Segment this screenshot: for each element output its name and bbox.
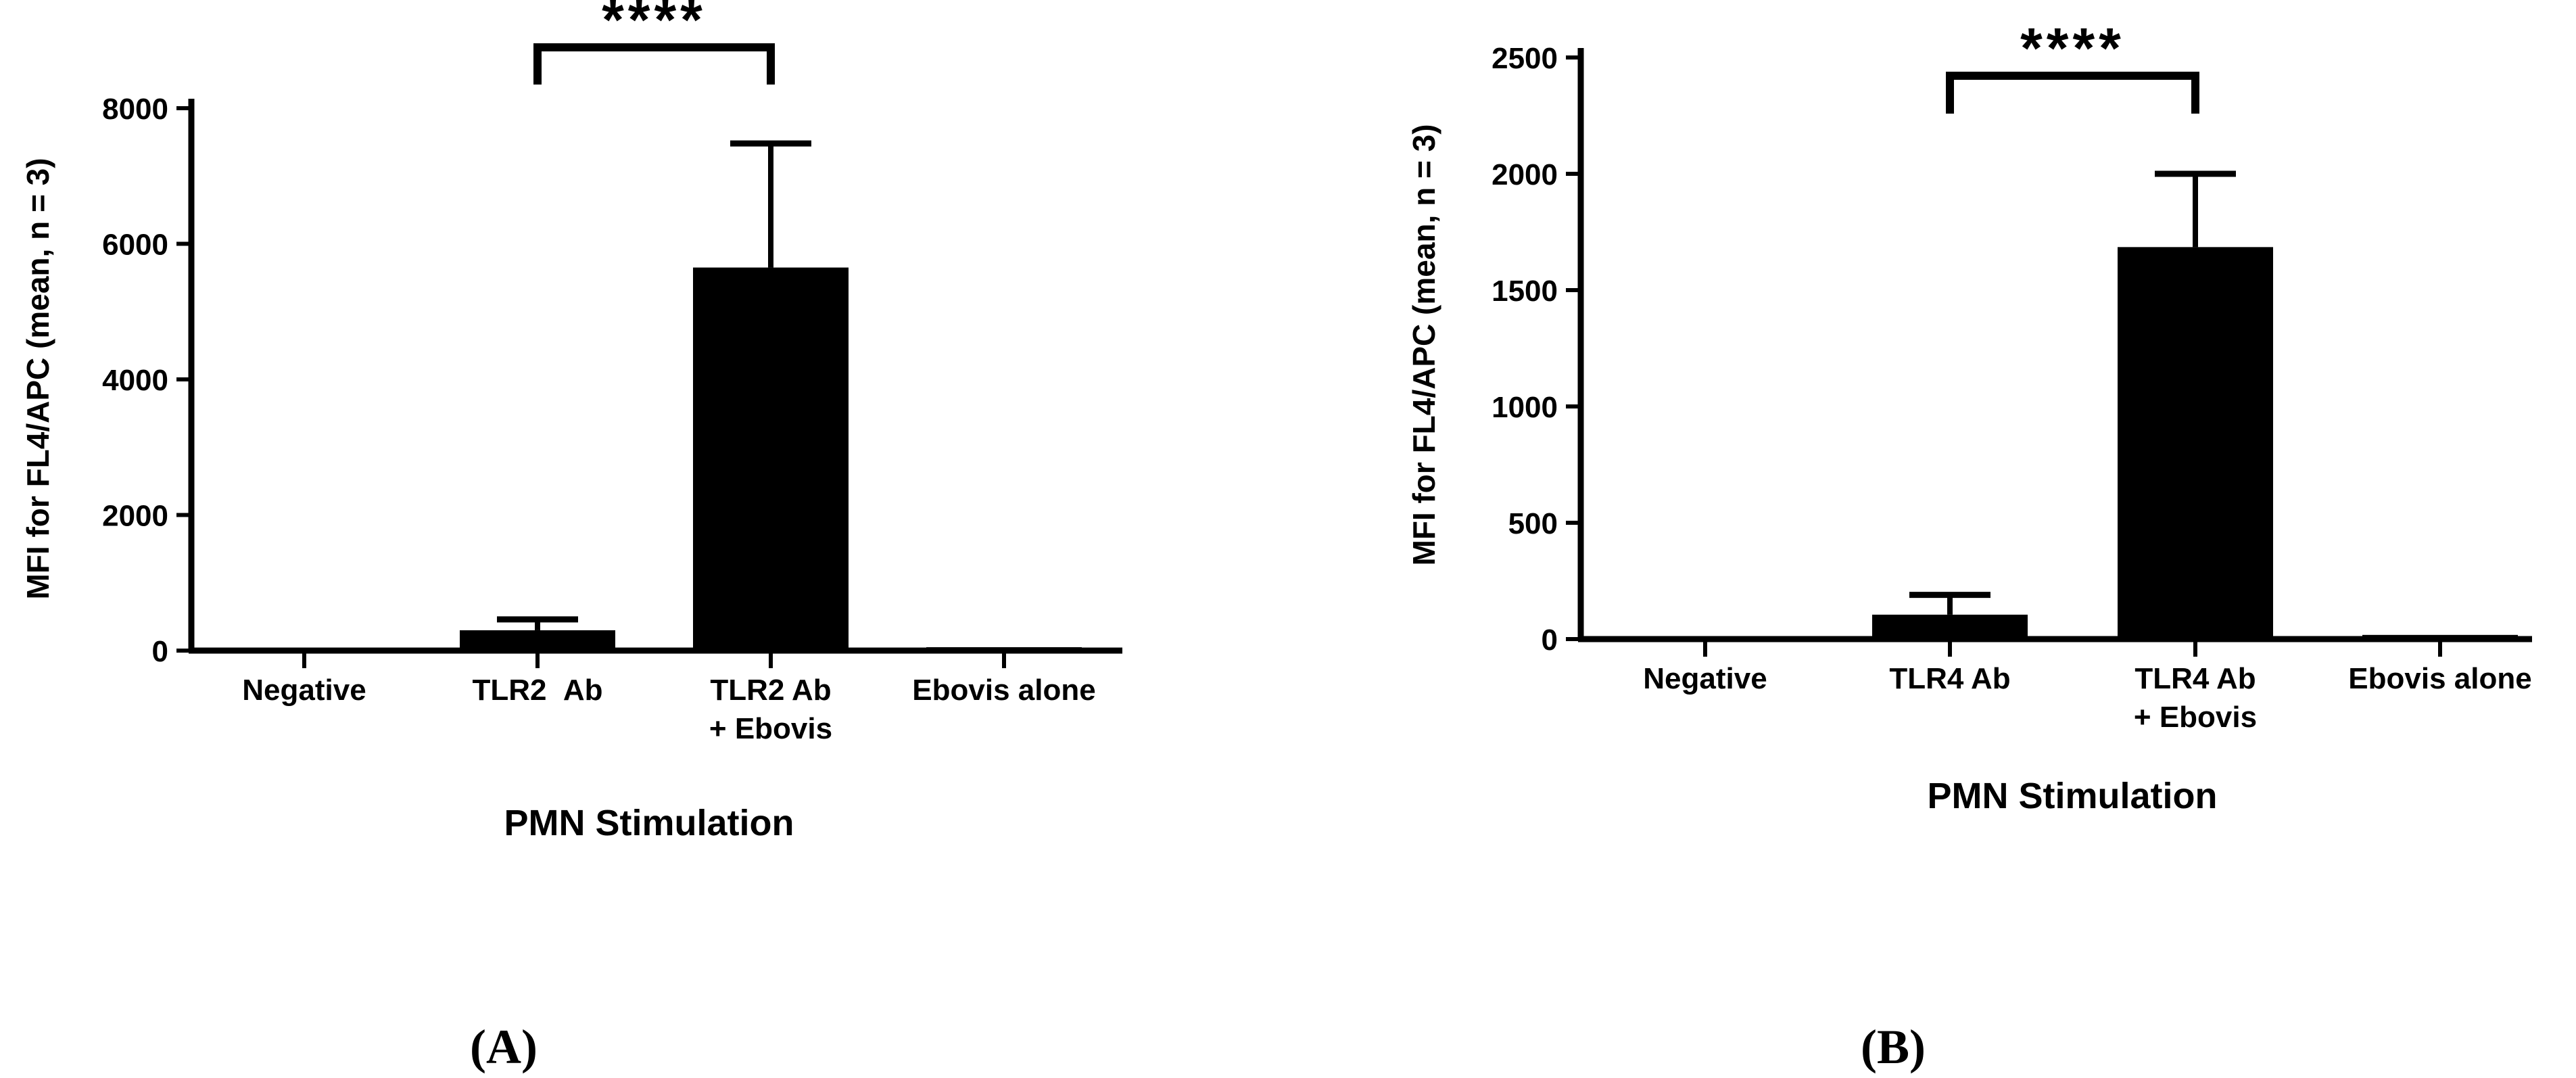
category-label: TLR4 Ab — [1889, 662, 2010, 695]
y-tick-label: 2000 — [102, 500, 168, 533]
significance-stars: **** — [602, 0, 707, 51]
category-label: Ebovis alone — [912, 674, 1095, 707]
y-axis-title: MFI for FL4/APC (mean, n = 3) — [20, 158, 55, 599]
category-label: TLR2 Ab — [710, 674, 831, 707]
y-tick-label: 1000 — [1492, 391, 1558, 424]
category-label: Negative — [242, 674, 366, 707]
significance-bracket — [1946, 72, 2199, 114]
category-label: + Ebovis — [709, 712, 832, 745]
y-tick-label: 2000 — [1492, 158, 1558, 191]
category-label: TLR4 Ab — [2134, 662, 2256, 695]
bar — [460, 630, 615, 651]
panel-letter: (B) — [1861, 1020, 1926, 1074]
panel-a: 0 2000 4000 6000 8000 MFI for FL4/APC (mean, … — [20, 0, 1122, 1074]
bar — [1872, 614, 2028, 639]
y-axis-title: MFI for FL4/APC (mean, n = 3) — [1406, 124, 1441, 565]
panel-letter: (A) — [470, 1020, 538, 1074]
bar — [2362, 634, 2518, 639]
y-tick-label: 0 — [1542, 624, 1558, 657]
y-tick-label: 1500 — [1492, 275, 1558, 308]
y-tick-label: 8000 — [102, 93, 168, 126]
x-axis-title: PMN Stimulation — [504, 803, 794, 843]
bar — [926, 647, 1082, 651]
significance-stars: **** — [2020, 16, 2125, 80]
y-tick-label: 2500 — [1492, 42, 1558, 75]
y-tick-label: 0 — [152, 635, 168, 668]
panel-b: 0 500 1000 1500 2000 2500 MFI for FL4/APC (mea… — [1406, 16, 2532, 1074]
bar — [2118, 247, 2273, 639]
y-tick-label: 500 — [1508, 507, 1558, 540]
bar — [693, 267, 849, 651]
significance-bracket — [533, 43, 775, 85]
category-label: + Ebovis — [2134, 701, 2257, 734]
category-label: Negative — [1643, 662, 1767, 695]
category-label: Ebovis alone — [2348, 662, 2531, 695]
y-tick-label: 6000 — [102, 229, 168, 262]
y-tick-label: 4000 — [102, 364, 168, 397]
x-axis-title: PMN Stimulation — [1928, 776, 2218, 816]
category-label: TLR2 Ab — [472, 674, 602, 707]
